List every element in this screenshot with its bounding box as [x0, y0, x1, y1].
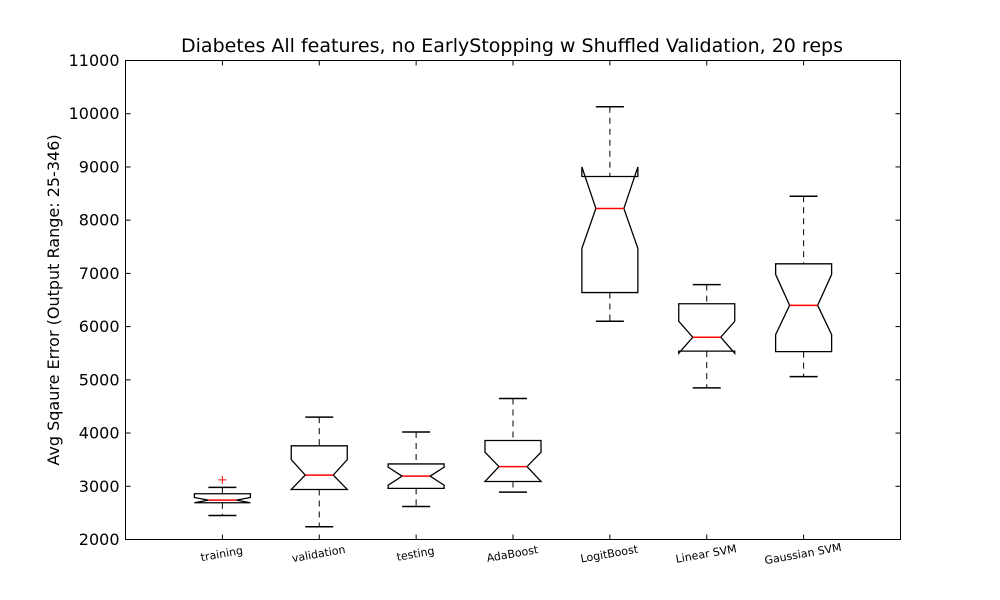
x-tick-label: testing	[396, 544, 436, 563]
x-tick-label: AdaBoost	[486, 543, 540, 565]
box-body	[483, 439, 543, 483]
x-tick-label: LogitBoost	[580, 542, 640, 565]
y-tick-label: 3000	[79, 477, 120, 496]
box-body	[289, 445, 349, 491]
y-tick-label: 6000	[79, 317, 120, 336]
x-tick-label: training	[200, 544, 244, 564]
x-tick-label: validation	[291, 543, 347, 565]
box-body	[387, 463, 445, 490]
y-tick-label: 9000	[79, 157, 120, 176]
x-tick-label: Linear SVM	[675, 542, 738, 566]
y-tick-label: 2000	[79, 530, 120, 549]
y-axis-label: Avg Sqaure Error (Output Range: 25-346)	[44, 134, 63, 465]
y-tick-label: 11000	[69, 51, 120, 70]
y-tick-label: 8000	[79, 211, 120, 230]
x-tick-label: Gaussian SVM	[763, 541, 842, 567]
box-body	[774, 263, 833, 353]
y-tick-label: 7000	[79, 264, 120, 283]
y-tick-label: 4000	[79, 424, 120, 443]
plot-area: 2000 3000 4000 5000 6000 7000 8000 9000 10000 110…	[69, 51, 901, 567]
plot-frame	[125, 60, 901, 540]
chart-title: Diabetes All features, no EarlyStopping …	[181, 35, 843, 57]
y-tick-label: 5000	[79, 370, 120, 389]
box-body	[678, 303, 736, 355]
box-body	[581, 166, 639, 294]
box-body	[193, 493, 252, 504]
y-tick-label: 10000	[69, 104, 120, 123]
